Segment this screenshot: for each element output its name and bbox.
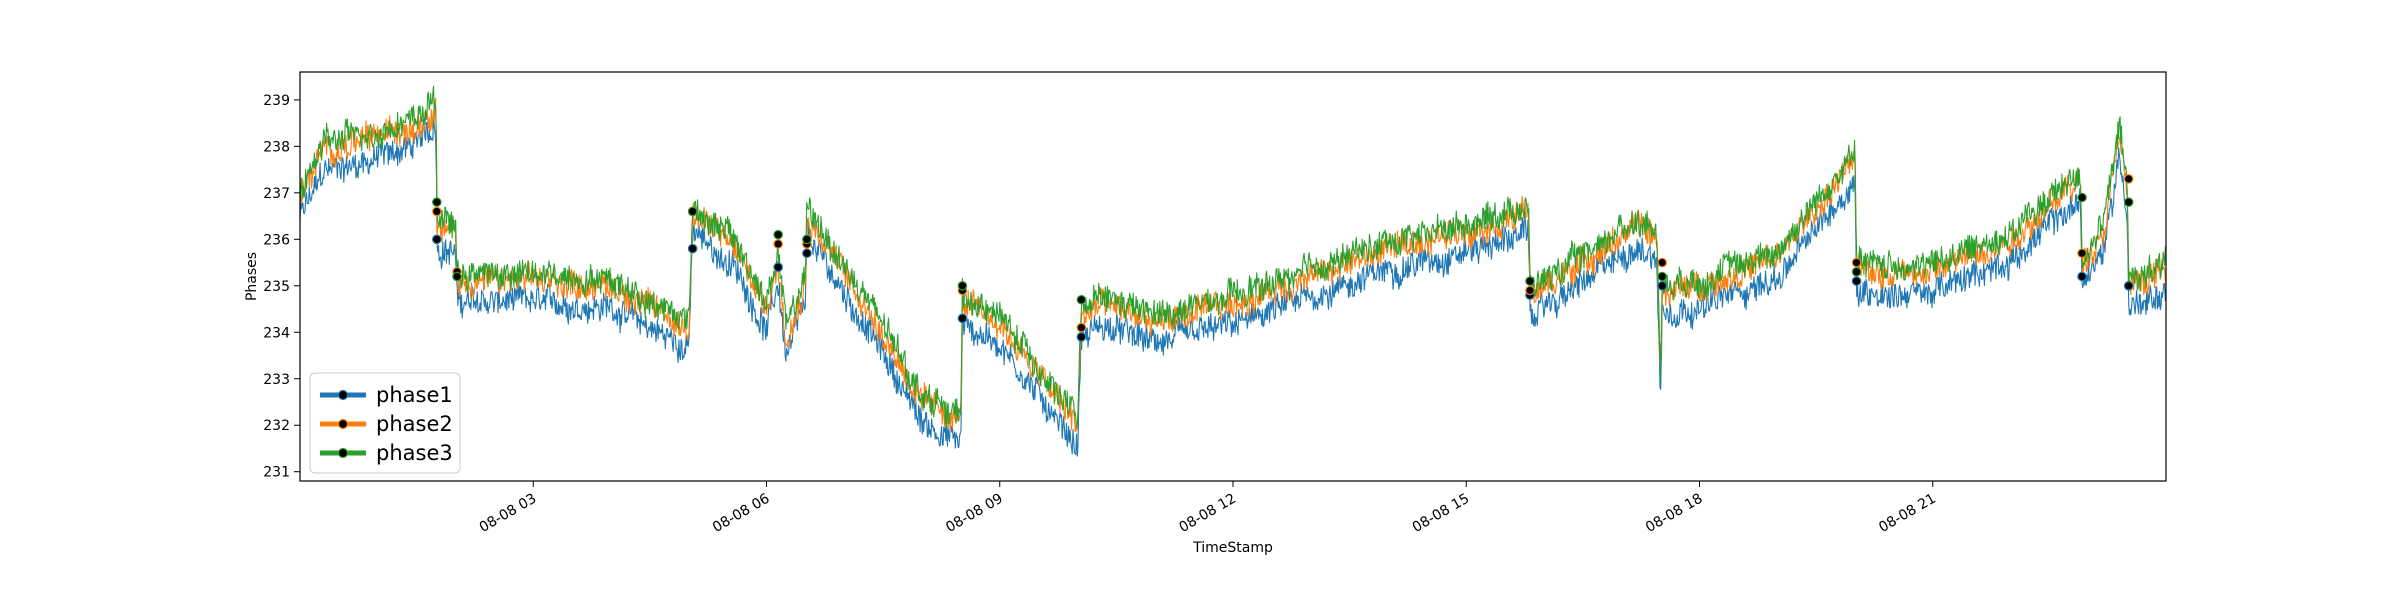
- marker-phase1-2: [687, 243, 698, 254]
- y-tick-label: 234: [263, 325, 290, 341]
- marker-phase1-5: [957, 313, 968, 324]
- x-tick-label: 08-08 06: [710, 491, 773, 536]
- y-tick-label: 236: [263, 232, 290, 248]
- y-tick-label: 231: [263, 465, 290, 481]
- marker-phase2-10: [2077, 248, 2087, 259]
- x-tick-label: 08-08 03: [477, 491, 540, 536]
- marker-phase3-0: [432, 197, 442, 207]
- marker-phase1-0: [432, 234, 442, 245]
- y-tick-label: 235: [263, 279, 290, 295]
- y-tick-label: 239: [263, 93, 290, 109]
- marker-phase1-8: [1657, 280, 1667, 291]
- x-tick-label: 08-08 09: [943, 491, 1006, 536]
- marker-phase2-3: [773, 239, 783, 249]
- marker-phase2-11: [2123, 174, 2134, 184]
- marker-phase2-6: [1076, 322, 1087, 333]
- x-tick-label: 08-08 18: [1643, 491, 1706, 536]
- marker-phase3-3: [773, 229, 783, 240]
- marker-phase3-11: [2123, 197, 2134, 207]
- marker-phase1-4: [802, 248, 812, 259]
- marker-phase3-9: [1851, 267, 1862, 277]
- y-tick-label: 233: [263, 372, 290, 388]
- marker-phase3-5: [957, 280, 968, 291]
- marker-phase3-8: [1657, 271, 1667, 282]
- marker-phase3-2: [687, 206, 698, 217]
- marker-phase3-4: [802, 234, 812, 245]
- marker-phase1-3: [773, 262, 783, 273]
- marker-phase1-9: [1851, 276, 1862, 286]
- marker-phase2-9: [1851, 257, 1862, 268]
- legend-marker-phase1: [337, 389, 349, 401]
- y-tick-label: 237: [263, 186, 290, 202]
- marker-phase2-0: [432, 206, 442, 217]
- marker-phase3-10: [2077, 192, 2087, 203]
- legend-marker-phase3: [337, 447, 349, 459]
- legend-label-phase2: phase2: [376, 412, 453, 436]
- x-axis-label: TimeStamp: [1192, 540, 1273, 556]
- marker-phase1-6: [1076, 332, 1087, 342]
- y-axis-label: Phases: [244, 252, 260, 301]
- marker-phase2-7: [1525, 285, 1535, 296]
- x-tick-label: 08-08 21: [1876, 491, 1939, 536]
- series-line-phase2: [300, 97, 2166, 433]
- legend-box: [309, 372, 461, 474]
- legend-marker-phase2: [337, 418, 349, 430]
- marker-phase3-7: [1525, 276, 1535, 286]
- legend: phase1 phase2 phase3: [309, 372, 461, 474]
- marker-phase1-11: [2123, 280, 2134, 291]
- legend-label-phase3: phase3: [376, 441, 453, 465]
- plot-series-area: [300, 85, 2166, 457]
- marker-phase3-6: [1076, 294, 1087, 305]
- y-tick-label: 232: [263, 418, 290, 434]
- series-line-phase3: [300, 85, 2166, 429]
- marker-phase1-10: [2077, 271, 2087, 282]
- marker-phase2-8: [1657, 257, 1667, 268]
- legend-label-phase1: phase1: [376, 383, 453, 407]
- x-axis-ticks: 08-08 03 08-08 06 08-08 09 08-08 12 08-08 15…: [477, 481, 1939, 536]
- marker-phase3-1: [452, 271, 462, 282]
- y-axis-ticks: 231 232 233 234 235 236 237 238 239: [263, 93, 300, 481]
- y-tick-label: 238: [263, 139, 290, 155]
- x-tick-label: 08-08 12: [1176, 491, 1239, 536]
- x-tick-label: 08-08 15: [1410, 491, 1473, 536]
